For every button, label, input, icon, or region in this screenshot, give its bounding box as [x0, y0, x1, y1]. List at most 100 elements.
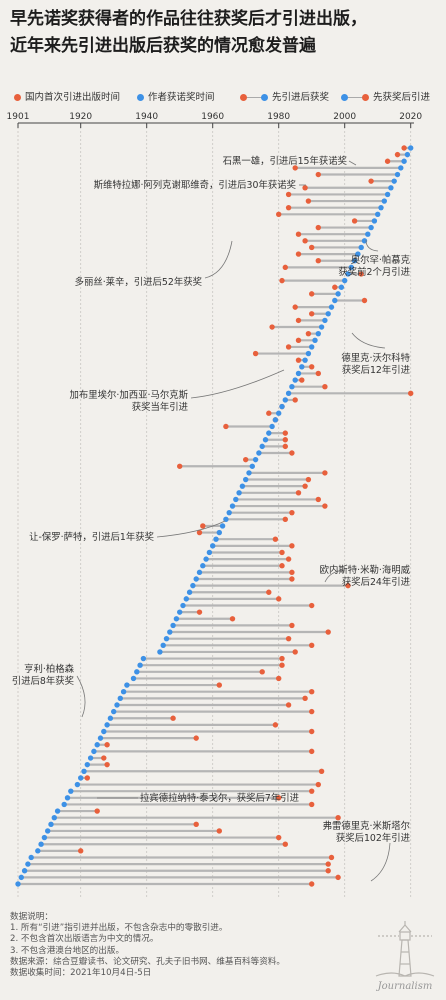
title-line-1: 早先诺奖获得者的作品往往获奖后才引进出版， [10, 9, 367, 29]
first-pub-point [104, 761, 110, 768]
annotation-label-line: 获奖后102年引进 [336, 832, 411, 844]
award-point [170, 622, 176, 629]
award-point [97, 735, 104, 741]
first-pub-point [295, 251, 302, 257]
award-point [21, 868, 28, 874]
first-pub-point [276, 211, 282, 218]
first-pub-point [177, 463, 183, 469]
annotation-label: 让-保罗·萨特，引进后1年获奖 [29, 531, 154, 543]
first-pub-point [276, 675, 282, 682]
award-point [134, 669, 140, 675]
award-point [84, 761, 91, 768]
award-point [137, 662, 143, 668]
award-point [223, 516, 229, 523]
award-point [351, 258, 358, 264]
first-pub-point [315, 224, 321, 231]
first-pub-point [243, 456, 249, 463]
first-pub-point [282, 516, 288, 523]
first-pub-point [279, 277, 285, 284]
award-point [186, 589, 193, 595]
award-point [315, 330, 321, 337]
annotation-leader-line [204, 240, 233, 279]
award-point [101, 728, 107, 735]
dumbbell-chart: 1901 1920 1940 1960 1980 2000 2020 石黑一雄，引进后15年获… [7, 112, 422, 898]
first-pub-point [266, 410, 272, 416]
first-pub-point [295, 231, 302, 237]
first-pub-point [104, 742, 110, 748]
award-point [404, 151, 411, 158]
blue-to-orange-pair-icon [341, 93, 369, 102]
first-pub-point [401, 145, 407, 151]
award-point [269, 423, 275, 430]
award-point [295, 370, 302, 377]
first-pub-point [295, 357, 302, 363]
award-point [384, 191, 391, 198]
award-point [25, 861, 31, 867]
first-pub-point [289, 450, 295, 456]
award-point [206, 549, 213, 556]
annotation-label: 亨利·柏格森引进后8年获奖 [12, 663, 75, 687]
first-pub-point [193, 735, 199, 741]
annotation-label-line: 斯维特拉娜·阿列克谢耶维奇，引进后30年获诺奖 [94, 179, 296, 191]
note-1: 1. 所有“引进”指引进并出版，不包含杂志中的零散引进。 [10, 923, 228, 934]
first-pub-point [361, 297, 368, 304]
x-tick-label: 1960 [201, 112, 224, 122]
annotation-label-line: 拉宾德拉纳特·泰戈尔，获奖后7年引进 [140, 792, 300, 804]
award-point [309, 344, 315, 350]
first-pub-point [292, 165, 298, 171]
award-point [249, 463, 255, 469]
journalism-logo: Journalism [372, 918, 438, 994]
annotation-label-line: 多丽丝·莱辛，引进后52年获奖 [75, 276, 202, 288]
award-point [210, 543, 216, 549]
award-point [246, 470, 252, 476]
award-point [375, 211, 381, 218]
award-point [213, 536, 219, 542]
award-point [299, 364, 305, 370]
first-pub-point [309, 602, 315, 609]
first-pub-point [325, 861, 331, 867]
award-point [38, 841, 44, 847]
first-pub-point [302, 238, 308, 244]
award-point [325, 311, 331, 317]
lighthouse-icon [375, 921, 435, 977]
legend-first-pub: 国内首次引进出版时间 [14, 89, 120, 103]
first-pub-point [335, 814, 341, 821]
award-point [401, 158, 407, 164]
annotation-label: 多丽丝·莱辛，引进后52年获奖 [75, 276, 202, 288]
first-pub-point [322, 470, 328, 476]
first-pub-point [170, 715, 176, 721]
award-point [45, 828, 51, 834]
award-point [177, 609, 183, 615]
first-pub-point [285, 191, 292, 198]
annotation-label-line: 获奖后12年引进 [342, 364, 411, 376]
first-pub-point [292, 397, 298, 403]
award-point [180, 602, 186, 609]
x-tick-label: 1920 [69, 112, 92, 122]
award-point [345, 271, 351, 277]
first-pub-point [384, 158, 391, 164]
award-point [256, 450, 262, 456]
annotation-label-line: 亨利·柏格森 [24, 663, 74, 675]
award-point [87, 755, 94, 761]
annotation-label: 斯维特拉娜·阿列克谢耶维奇，引进后30年获诺奖 [94, 179, 296, 191]
page-title: 早先诺奖获得者的作品往往获奖后才引进出版， 近年来先引进出版后获奖的情况愈发普遍 [10, 6, 436, 60]
first-pub-point [351, 218, 358, 224]
award-point [140, 655, 147, 662]
first-pub-point [325, 629, 331, 635]
first-pub-point [305, 330, 312, 337]
first-pub-point [309, 689, 315, 695]
award-point [48, 821, 54, 828]
award-point [107, 715, 114, 721]
award-point [51, 814, 57, 821]
first-pub-point [309, 788, 315, 794]
award-point [15, 881, 21, 887]
award-point [394, 171, 401, 178]
blue-dot-icon [137, 94, 144, 101]
first-pub-point [295, 337, 302, 343]
award-point [183, 596, 189, 602]
first-pub-point [295, 490, 302, 496]
title-line-2: 近年来先引进出版后获奖的情况愈发普遍 [10, 36, 316, 56]
award-point [262, 437, 269, 443]
x-tick-label: 1901 [7, 112, 30, 122]
first-pub-point [295, 317, 302, 324]
